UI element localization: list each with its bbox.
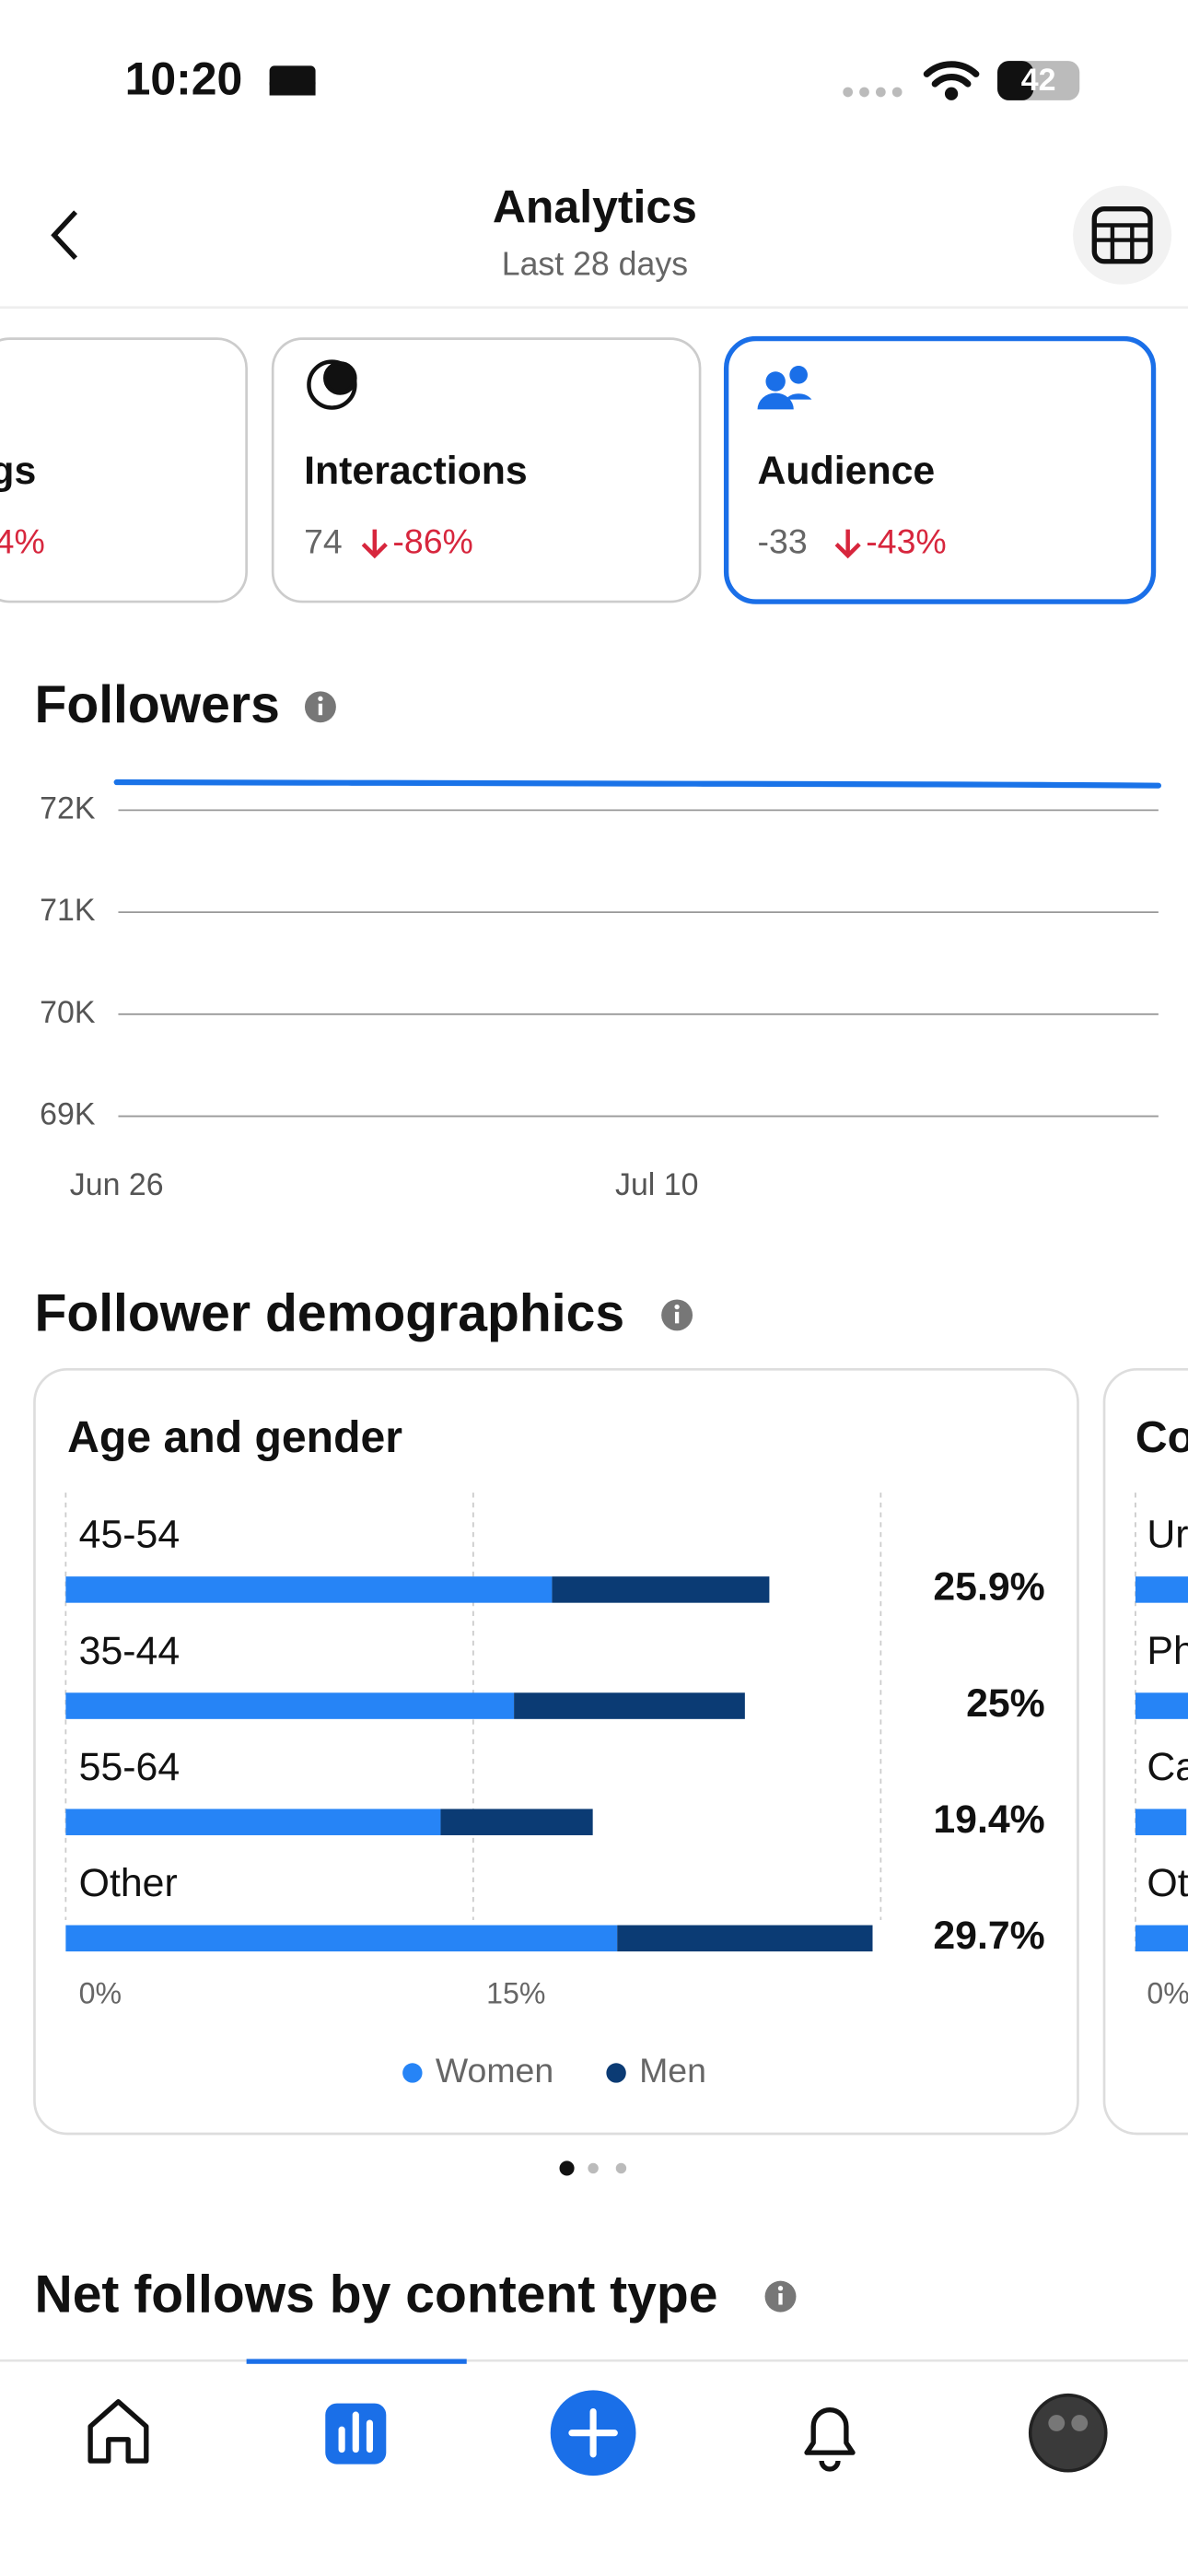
bed-icon (269, 65, 316, 96)
category-label: Ur (1147, 1513, 1188, 1557)
bar-segment (65, 1925, 618, 1952)
status-time: 10:20 (125, 53, 243, 104)
age-gender-chart: 0% 15% 45-54 25.9% 35-44 25% 55-64 19.4% Other 29… (64, 1493, 1045, 2090)
x-tick-label: Jun 26 (70, 1167, 164, 1202)
card-change: 4% (0, 522, 45, 561)
x-tick-label: 0% (79, 1977, 122, 2010)
nav-analytics[interactable] (325, 2403, 387, 2465)
legend-label: Women (436, 2051, 553, 2090)
card-title: Audience (758, 449, 936, 493)
down-arrow (361, 529, 388, 559)
bar-segment (552, 1576, 770, 1603)
country-card-peek: Co 0% Ur Ph Ca Ot (1102, 1367, 1188, 2136)
back-button[interactable] (51, 210, 78, 260)
signal-icon (843, 87, 903, 98)
followers-line (113, 779, 1162, 789)
info-icon[interactable] (661, 1299, 693, 1331)
table-button[interactable] (1073, 185, 1172, 285)
header-subtitle: Last 28 days (502, 246, 688, 283)
bar-segment (617, 1925, 873, 1952)
x-tick-label: 15% (486, 1977, 545, 2010)
audience-icon (757, 366, 812, 410)
header-title: Analytics (493, 181, 697, 233)
category-label: Ot (1147, 1861, 1188, 1905)
bar-segment (440, 1809, 593, 1835)
y-tick-label: 69K (40, 1097, 96, 1132)
bar-segment (65, 1809, 441, 1835)
battery-text: 42 (1021, 63, 1056, 98)
legend-swatch (606, 2063, 626, 2083)
x-tick-label: 0% (1147, 1977, 1188, 2010)
y-tick-label: 70K (40, 995, 96, 1030)
page-dot[interactable] (588, 2162, 599, 2174)
metric-card[interactable] (0, 337, 248, 603)
bar-segment (514, 1692, 745, 1719)
y-tick-label: 72K (40, 790, 96, 825)
nav-profile[interactable] (1028, 2393, 1108, 2473)
down-arrow (834, 529, 861, 559)
y-tick-label: 71K (40, 893, 96, 928)
category-label: Other (79, 1861, 178, 1905)
x-tick-label: Jul 10 (615, 1167, 698, 1202)
nav-notifications[interactable] (804, 2407, 856, 2472)
wifi-icon (923, 61, 980, 100)
bar-preview (1135, 1692, 1188, 1719)
nav-home[interactable] (87, 2399, 149, 2464)
category-label: Ph (1147, 1629, 1188, 1673)
legend-label: Men (639, 2051, 706, 2090)
bar-preview (1135, 1925, 1188, 1952)
card-title: gs (0, 449, 36, 493)
card-title: Interactions (304, 449, 528, 493)
page-dot-active[interactable] (559, 2160, 575, 2176)
page-dot[interactable] (615, 2162, 627, 2174)
legend-swatch (402, 2063, 423, 2083)
metric-card[interactable] (271, 337, 702, 603)
demographics-card (33, 1367, 1079, 2136)
info-icon[interactable] (764, 2280, 797, 2313)
category-label: Ca (1147, 1745, 1188, 1789)
interactions-icon (307, 359, 357, 410)
category-label: 45-54 (79, 1513, 180, 1557)
card-value: 74 (304, 522, 343, 561)
section-title: Followers (34, 675, 279, 734)
nav-indicator (246, 2359, 467, 2364)
followers-chart: 69K 70K 71K 72K Jun 26 Jul 10 (40, 779, 1162, 1202)
bar-preview (1135, 1576, 1188, 1603)
bar-preview (1135, 1809, 1187, 1835)
section-title: Net follows by content type (34, 2265, 717, 2324)
section-title: Follower demographics (34, 1283, 624, 1342)
card-change: -43% (866, 522, 946, 561)
bar-segment (65, 1576, 553, 1603)
total-label: 25.9% (933, 1565, 1044, 1610)
category-label: 55-64 (79, 1745, 180, 1789)
total-label: 19.4% (933, 1797, 1044, 1842)
category-label: 35-44 (79, 1629, 180, 1673)
bar-segment (65, 1692, 515, 1719)
card-title: Co (1136, 1412, 1188, 1462)
metric-card-selected[interactable] (723, 335, 1157, 604)
card-value: -33 (758, 522, 808, 561)
battery-level (997, 61, 1034, 100)
nav-create[interactable] (550, 2390, 636, 2476)
card-change: -86% (392, 522, 472, 561)
total-label: 25% (966, 1681, 1045, 1726)
card-title: Age and gender (67, 1412, 402, 1462)
info-icon[interactable] (304, 691, 336, 723)
total-label: 29.7% (933, 1914, 1044, 1958)
